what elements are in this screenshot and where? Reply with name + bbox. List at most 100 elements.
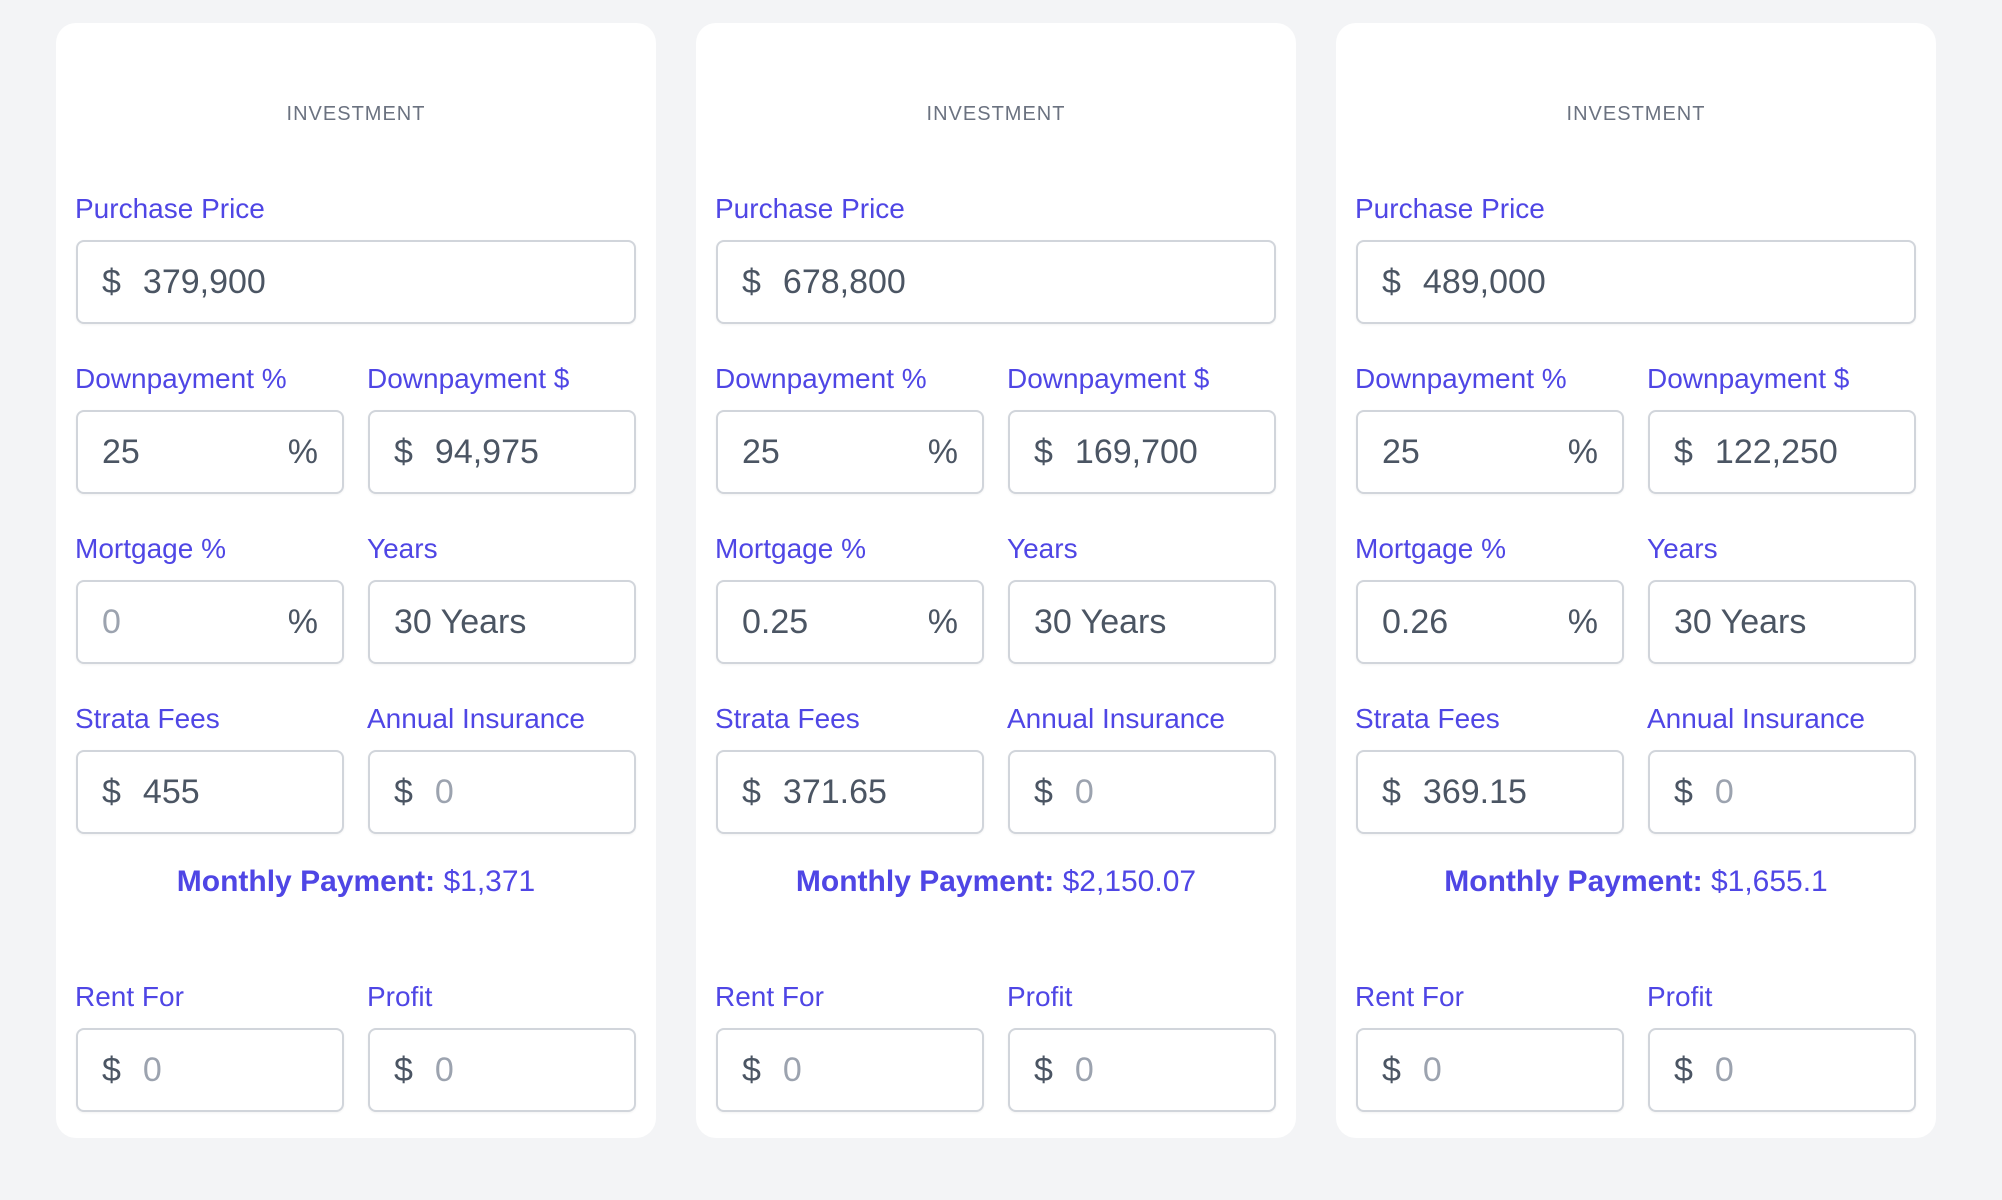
profit-label: Profit [1007, 981, 1073, 1012]
card-title: INVESTMENT [286, 103, 426, 125]
investment-card: INVESTMENT Purchase Price $ 489,000 Down… [1336, 23, 1936, 1138]
mortgage-percent-input[interactable]: 0.25 % [716, 580, 984, 664]
rent-for-label: Rent For [1355, 981, 1464, 1012]
downpayment-percent-value: 25 [742, 432, 780, 471]
mortgage-percent-value: 0 [102, 602, 121, 641]
monthly-payment-value: $2,150.07 [1062, 865, 1197, 898]
currency-symbol: $ [1382, 262, 1401, 301]
percent-symbol: % [287, 432, 318, 471]
downpayment-amount-input[interactable]: $ 122,250 [1648, 410, 1916, 494]
currency-symbol: $ [1034, 432, 1053, 471]
downpayment-percent-input[interactable]: 25 % [716, 410, 984, 494]
monthly-payment-value: $1,371 [443, 865, 536, 898]
purchase-price-label: Purchase Price [75, 193, 265, 224]
strata-fees-input[interactable]: $ 455 [76, 750, 344, 834]
years-label: Years [1007, 533, 1078, 564]
annual-insurance-input[interactable]: $ 0 [368, 750, 636, 834]
currency-symbol: $ [1034, 1050, 1053, 1089]
mortgage-percent-value: 0.26 [1382, 602, 1449, 641]
years-select[interactable]: 30 Years [368, 580, 636, 664]
downpayment-amount-label: Downpayment $ [367, 363, 570, 394]
purchase-price-value: 379,900 [142, 262, 266, 301]
profit-input[interactable]: $ 0 [368, 1028, 636, 1112]
downpayment-percent-input[interactable]: 25 % [76, 410, 344, 494]
strata-fees-input[interactable]: $ 369.15 [1356, 750, 1624, 834]
percent-symbol: % [1567, 602, 1598, 641]
annual-insurance-input[interactable]: $ 0 [1648, 750, 1916, 834]
downpayment-percent-label: Downpayment % [715, 363, 927, 394]
purchase-price-value: 489,000 [1422, 262, 1546, 301]
profit-input[interactable]: $ 0 [1008, 1028, 1276, 1112]
downpayment-amount-value: 122,250 [1714, 432, 1838, 471]
downpayment-amount-value: 94,975 [434, 432, 539, 471]
downpayment-amount-input[interactable]: $ 169,700 [1008, 410, 1276, 494]
mortgage-percent-input[interactable]: 0.26 % [1356, 580, 1624, 664]
currency-symbol: $ [742, 1050, 761, 1089]
currency-symbol: $ [1382, 1050, 1401, 1089]
purchase-price-input[interactable]: $ 678,800 [716, 240, 1276, 324]
downpayment-percent-label: Downpayment % [1355, 363, 1567, 394]
years-value: 30 Years [1034, 602, 1167, 641]
years-select[interactable]: 30 Years [1008, 580, 1276, 664]
purchase-price-label: Purchase Price [715, 193, 905, 224]
currency-symbol: $ [394, 432, 413, 471]
percent-symbol: % [927, 432, 958, 471]
currency-symbol: $ [1034, 772, 1053, 811]
mortgage-percent-label: Mortgage % [1355, 533, 1506, 564]
rent-for-label: Rent For [715, 981, 824, 1012]
monthly-payment-value: $1,655.1 [1710, 865, 1828, 898]
currency-symbol: $ [394, 772, 413, 811]
currency-symbol: $ [742, 262, 761, 301]
purchase-price-value: 678,800 [782, 262, 906, 301]
currency-symbol: $ [102, 1050, 121, 1089]
profit-value: 0 [1714, 1050, 1734, 1089]
annual-insurance-label: Annual Insurance [1647, 703, 1865, 734]
downpayment-percent-label: Downpayment % [75, 363, 287, 394]
downpayment-amount-input[interactable]: $ 94,975 [368, 410, 636, 494]
rent-for-input[interactable]: $ 0 [76, 1028, 344, 1112]
strata-fees-value: 455 [142, 772, 200, 811]
annual-insurance-input[interactable]: $ 0 [1008, 750, 1276, 834]
downpayment-percent-input[interactable]: 25 % [1356, 410, 1624, 494]
currency-symbol: $ [1674, 432, 1693, 471]
mortgage-percent-label: Mortgage % [715, 533, 866, 564]
downpayment-amount-label: Downpayment $ [1647, 363, 1850, 394]
downpayment-amount-label: Downpayment $ [1007, 363, 1210, 394]
purchase-price-input[interactable]: $ 489,000 [1356, 240, 1916, 324]
monthly-payment-label: Monthly Payment: [795, 865, 1055, 898]
rent-for-input[interactable]: $ 0 [1356, 1028, 1624, 1112]
profit-value: 0 [434, 1050, 454, 1089]
profit-value: 0 [1074, 1050, 1094, 1089]
years-label: Years [367, 533, 438, 564]
investment-card: INVESTMENT Purchase Price $ 379,900 Down… [56, 23, 656, 1138]
strata-fees-value: 371.65 [782, 772, 887, 811]
purchase-price-label: Purchase Price [1355, 193, 1545, 224]
years-label: Years [1647, 533, 1718, 564]
rent-for-value: 0 [1422, 1050, 1442, 1089]
years-value: 30 Years [394, 602, 527, 641]
strata-fees-value: 369.15 [1422, 772, 1527, 811]
downpayment-percent-value: 25 [1382, 432, 1420, 471]
currency-symbol: $ [102, 772, 121, 811]
currency-symbol: $ [742, 772, 761, 811]
annual-insurance-value: 0 [434, 772, 454, 811]
profit-input[interactable]: $ 0 [1648, 1028, 1916, 1112]
currency-symbol: $ [1674, 772, 1693, 811]
years-select[interactable]: 30 Years [1648, 580, 1916, 664]
rent-for-label: Rent For [75, 981, 184, 1012]
profit-label: Profit [1647, 981, 1713, 1012]
downpayment-amount-value: 169,700 [1074, 432, 1198, 471]
monthly-payment: Monthly Payment: $2,150.07 [696, 865, 1296, 899]
mortgage-percent-input[interactable]: 0 % [76, 580, 344, 664]
purchase-price-input[interactable]: $ 379,900 [76, 240, 636, 324]
currency-symbol: $ [1674, 1050, 1693, 1089]
mortgage-percent-label: Mortgage % [75, 533, 226, 564]
rent-for-input[interactable]: $ 0 [716, 1028, 984, 1112]
annual-insurance-value: 0 [1714, 772, 1734, 811]
downpayment-percent-value: 25 [102, 432, 140, 471]
currency-symbol: $ [1382, 772, 1401, 811]
monthly-payment: Monthly Payment: $1,655.1 [1336, 865, 1936, 899]
card-title: INVESTMENT [926, 103, 1066, 125]
strata-fees-input[interactable]: $ 371.65 [716, 750, 984, 834]
